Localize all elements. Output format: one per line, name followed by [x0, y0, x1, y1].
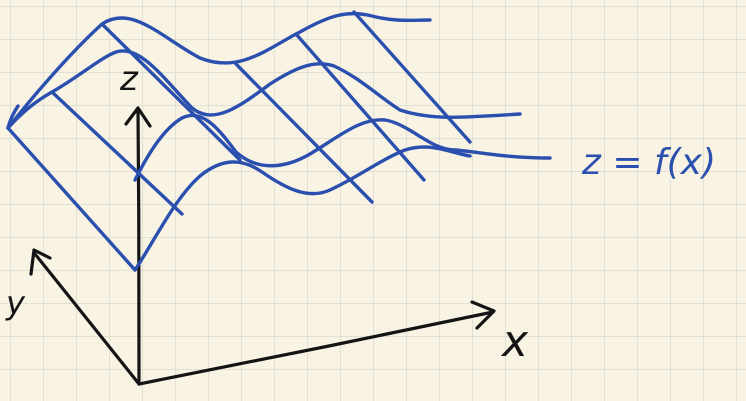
surface-slice-2: [50, 90, 184, 216]
x-axis-line: [137, 310, 495, 386]
z-axis-label: z: [119, 59, 139, 99]
equation-label: z = f(x): [581, 142, 716, 183]
surface-slice-4: [234, 62, 374, 204]
surface-curve-back: [6, 11, 432, 130]
y-axis-line: [33, 252, 141, 386]
surface-curve-mid-front: [133, 113, 552, 182]
y-axis-label: y: [5, 284, 26, 322]
y-axis-arrowhead: [29, 248, 52, 276]
z-axis-line: [136, 108, 141, 386]
surface-slice-3: [102, 24, 242, 162]
surface-slice-5: [294, 32, 426, 182]
surface-curve-front: [133, 145, 472, 272]
x-axis-arrowhead: [470, 300, 496, 330]
x-axis-label: x: [500, 316, 529, 367]
surface-slice-1: [6, 126, 137, 272]
axes: z y x: [5, 59, 529, 386]
z-axis-arrowhead: [124, 106, 152, 128]
surface-curve-mid-back: [6, 49, 522, 130]
surface-left-edge: [6, 104, 20, 130]
surface-slice-6: [352, 10, 472, 144]
surface-z-equals-f-of-x: [6, 10, 552, 272]
